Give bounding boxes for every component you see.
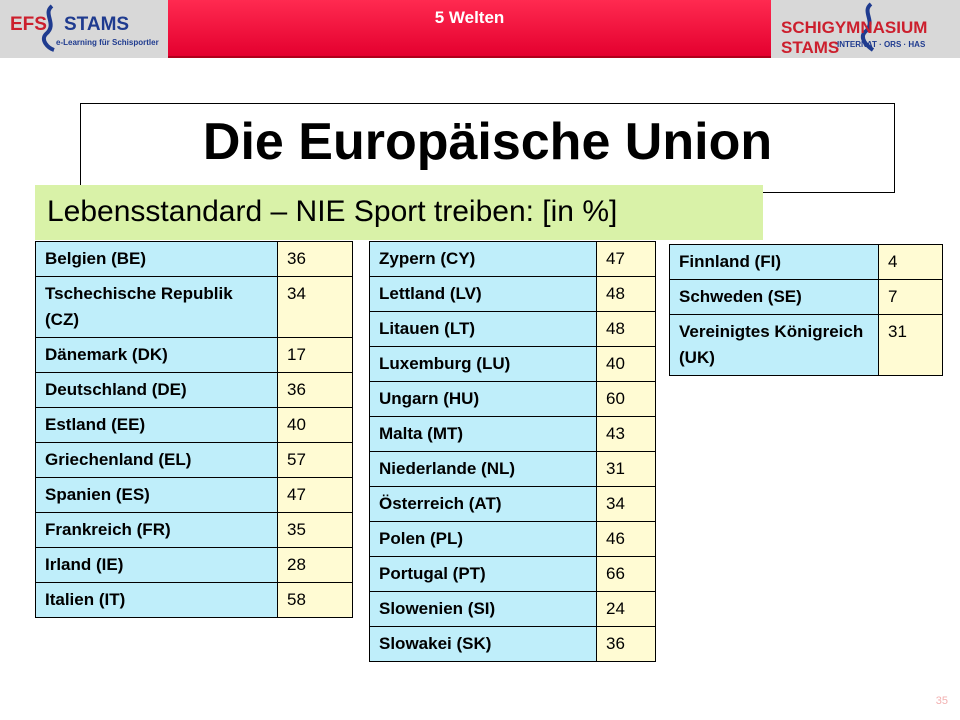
percent-value: 4 xyxy=(878,244,943,280)
table-row: Niederlande (NL) 31 xyxy=(369,451,656,487)
table-row: Litauen (LT) 48 xyxy=(369,311,656,347)
country-name: Slowenien (SI) xyxy=(369,591,597,627)
percent-value: 40 xyxy=(277,407,353,443)
country-name: Lettland (LV) xyxy=(369,276,597,312)
country-name: Portugal (PT) xyxy=(369,556,597,592)
country-name: Zypern (CY) xyxy=(369,241,597,277)
country-name: Ungarn (HU) xyxy=(369,381,597,417)
percent-value: 57 xyxy=(277,442,353,478)
country-name: Österreich (AT) xyxy=(369,486,597,522)
table-row: Zypern (CY) 47 xyxy=(369,241,656,277)
percent-value: 47 xyxy=(277,477,353,513)
efs-stams-logo: EFS STAMS e-Learning für Schisportler xyxy=(0,0,168,58)
subtitle: Lebensstandard – NIE Sport treiben: [in … xyxy=(47,195,618,228)
country-name: Tschechische Republik (CZ) xyxy=(35,276,278,338)
country-name: Niederlande (NL) xyxy=(369,451,597,487)
table-row: Italien (IT) 58 xyxy=(35,582,353,618)
table-row: Österreich (AT) 34 xyxy=(369,486,656,522)
percent-value: 48 xyxy=(596,311,656,347)
percent-value: 36 xyxy=(596,626,656,662)
percent-value: 40 xyxy=(596,346,656,382)
table-row: Griechenland (EL) 57 xyxy=(35,442,353,478)
table-row: Frankreich (FR) 35 xyxy=(35,512,353,548)
country-name: Malta (MT) xyxy=(369,416,597,452)
percent-value: 24 xyxy=(596,591,656,627)
percent-value: 35 xyxy=(277,512,353,548)
logo-tagline: INTERNAT · ORS · HAS xyxy=(837,40,926,49)
table-row: Schweden (SE) 7 xyxy=(669,279,943,315)
country-table-2: Zypern (CY) 47 Lettland (LV) 48 Litauen (LT)… xyxy=(369,241,656,662)
percent-value: 46 xyxy=(596,521,656,557)
table-row: Ungarn (HU) 60 xyxy=(369,381,656,417)
logo-tagline: e-Learning für Schisportler xyxy=(56,38,159,47)
table-row: Irland (IE) 28 xyxy=(35,547,353,583)
logo-name: STAMS xyxy=(64,14,130,35)
logo-name: SCHIGYMNASIUM STAMS xyxy=(781,18,928,57)
table-row: Malta (MT) 43 xyxy=(369,416,656,452)
percent-value: 36 xyxy=(277,241,353,277)
logo-brand: EFS xyxy=(10,14,47,35)
percent-value: 47 xyxy=(596,241,656,277)
table-row: Dänemark (DK) 17 xyxy=(35,337,353,373)
country-name: Slowakei (SK) xyxy=(369,626,597,662)
table-row: Lettland (LV) 48 xyxy=(369,276,656,312)
percent-value: 66 xyxy=(596,556,656,592)
table-row: Estland (EE) 40 xyxy=(35,407,353,443)
percent-value: 28 xyxy=(277,547,353,583)
header-title: 5 Welten xyxy=(434,8,505,27)
country-name: Schweden (SE) xyxy=(669,279,879,315)
table-row: Luxemburg (LU) 40 xyxy=(369,346,656,382)
country-name: Deutschland (DE) xyxy=(35,372,278,408)
percent-value: 31 xyxy=(596,451,656,487)
country-name: Vereinigtes Königreich (UK) xyxy=(669,314,879,376)
percent-value: 58 xyxy=(277,582,353,618)
percent-value: 34 xyxy=(277,276,353,338)
country-name: Estland (EE) xyxy=(35,407,278,443)
percent-value: 43 xyxy=(596,416,656,452)
country-name: Litauen (LT) xyxy=(369,311,597,347)
header-bar: 5 Welten xyxy=(168,0,771,58)
table-row: Belgien (BE) 36 xyxy=(35,241,353,277)
country-name: Frankreich (FR) xyxy=(35,512,278,548)
percent-value: 60 xyxy=(596,381,656,417)
table-row: Slowakei (SK) 36 xyxy=(369,626,656,662)
country-name: Irland (IE) xyxy=(35,547,278,583)
country-name: Finnland (FI) xyxy=(669,244,879,280)
percent-value: 48 xyxy=(596,276,656,312)
schigymnasium-logo: SCHIGYMNASIUM STAMS INTERNAT · ORS · HAS xyxy=(771,0,960,58)
country-name: Dänemark (DK) xyxy=(35,337,278,373)
swoosh-icon xyxy=(41,4,55,52)
country-name: Luxemburg (LU) xyxy=(369,346,597,382)
country-name: Italien (IT) xyxy=(35,582,278,618)
percent-value: 31 xyxy=(878,314,943,376)
title-box: Die Europäische Union xyxy=(80,103,895,193)
table-row: Deutschland (DE) 36 xyxy=(35,372,353,408)
percent-value: 7 xyxy=(878,279,943,315)
percent-value: 34 xyxy=(596,486,656,522)
table-row: Slowenien (SI) 24 xyxy=(369,591,656,627)
page-number: 35 xyxy=(935,695,948,707)
country-name: Belgien (BE) xyxy=(35,241,278,277)
table-row: Tschechische Republik (CZ) 34 xyxy=(35,276,353,338)
table-row: Finnland (FI) 4 xyxy=(669,244,943,280)
table-row: Polen (PL) 46 xyxy=(369,521,656,557)
country-table-3: Finnland (FI) 4 Schweden (SE) 7 Vereinigtes … xyxy=(669,244,943,376)
page-title: Die Europäische Union xyxy=(202,113,773,171)
percent-value: 17 xyxy=(277,337,353,373)
percent-value: 36 xyxy=(277,372,353,408)
country-name: Spanien (ES) xyxy=(35,477,278,513)
table-row: Portugal (PT) 66 xyxy=(369,556,656,592)
swoosh-icon xyxy=(860,2,875,52)
country-name: Griechenland (EL) xyxy=(35,442,278,478)
country-table-1: Belgien (BE) 36 Tschechische Republik (CZ)… xyxy=(35,241,353,618)
subtitle-bar: Lebensstandard – NIE Sport treiben: [in … xyxy=(35,185,763,240)
table-row: Spanien (ES) 47 xyxy=(35,477,353,513)
country-name: Polen (PL) xyxy=(369,521,597,557)
table-row: Vereinigtes Königreich (UK) 31 xyxy=(669,314,943,376)
